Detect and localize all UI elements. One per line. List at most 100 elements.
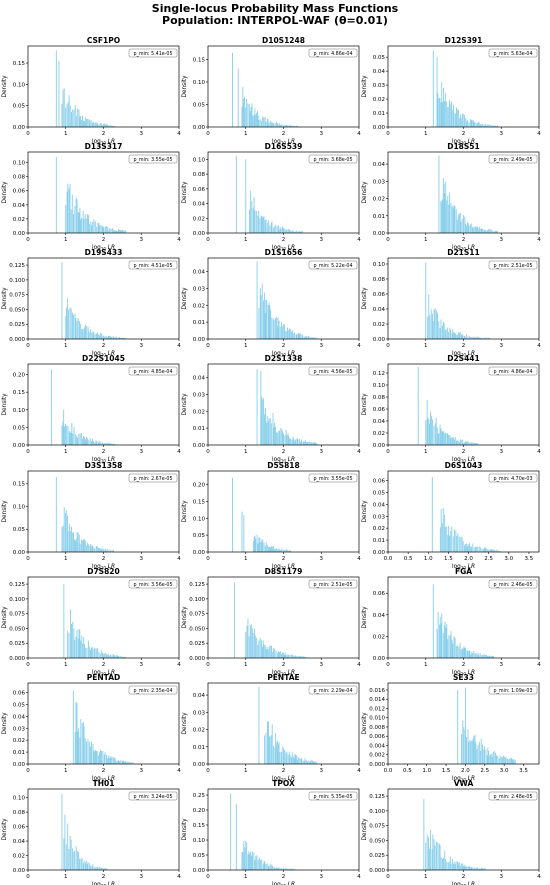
x-tick-label: 3 bbox=[140, 237, 144, 243]
x-tick-label: 1 bbox=[64, 449, 68, 455]
pmf-bars bbox=[457, 687, 516, 764]
y-tick-label: 0.03 bbox=[13, 726, 26, 732]
x-tick-label: 4 bbox=[357, 131, 361, 137]
y-tick-label: 0.050 bbox=[9, 626, 25, 632]
pmin-annotation: p_min: 2.29e-04 bbox=[313, 688, 352, 694]
axes-frame bbox=[207, 576, 360, 659]
x-tick-label: 4 bbox=[177, 237, 181, 243]
x-tick-label: 0 bbox=[26, 662, 30, 668]
axes-frame bbox=[387, 788, 540, 871]
pmf-bars bbox=[256, 261, 318, 339]
y-tick-label: 0.000 bbox=[9, 656, 25, 662]
y-tick-label: 0.04 bbox=[13, 203, 26, 209]
y-tick-label: 0.00 bbox=[373, 550, 386, 556]
y-tick-label: 0.06 bbox=[373, 591, 386, 597]
panel-title: D7S820 bbox=[87, 567, 120, 576]
pmf-bars bbox=[438, 155, 498, 233]
x-tick-label: 1 bbox=[64, 556, 68, 562]
pmin-annotation: p_min: 4.56e-05 bbox=[313, 369, 352, 375]
y-axis-label: Density bbox=[2, 712, 8, 735]
y-axis-label: Density bbox=[362, 500, 368, 523]
y-tick-label: 0.08 bbox=[13, 175, 26, 181]
y-tick-label: 0.08 bbox=[373, 277, 386, 283]
y-tick-label: 0.000 bbox=[189, 656, 205, 662]
x-axis-label: log10 LR bbox=[272, 351, 295, 358]
panel-title: D18S51 bbox=[447, 142, 480, 151]
pmf-bars bbox=[232, 477, 291, 552]
y-tick-label: 0.05 bbox=[13, 425, 26, 431]
x-tick-label: 2.0 bbox=[464, 556, 473, 562]
y-axis-label: Density bbox=[182, 500, 188, 523]
pmf-panel-d12s391: 0.00 0.01 0.02 0.03 0.04 0.05 0 1 2 3 4 D12S391 log1… bbox=[362, 36, 541, 146]
pmin-box bbox=[488, 791, 538, 801]
x-axis-label: log10 LR bbox=[92, 882, 115, 885]
panel-title: VWA bbox=[454, 779, 474, 788]
y-tick-label: 0.10 bbox=[13, 796, 26, 802]
x-tick-label: 2 bbox=[282, 343, 286, 349]
x-tick-label: 3.5 bbox=[525, 556, 534, 562]
x-axis-label: log10 LR bbox=[272, 139, 295, 146]
x-tick-label: 4 bbox=[177, 131, 181, 137]
pmin-annotation: p_min: 5.22e-04 bbox=[313, 263, 352, 269]
y-tick-label: 0.050 bbox=[9, 307, 25, 313]
y-tick-label: 0.125 bbox=[9, 263, 25, 269]
y-tick-label: 0.06 bbox=[13, 189, 26, 195]
x-axis-label: log10 LR bbox=[92, 776, 115, 783]
y-tick-label: 0.012 bbox=[369, 706, 385, 712]
y-axis-label: Density bbox=[362, 393, 368, 416]
y-tick-label: 0.100 bbox=[9, 278, 25, 284]
y-tick-label: 0.05 bbox=[13, 702, 26, 708]
y-tick-label: 0.02 bbox=[373, 526, 385, 532]
y-tick-label: 0.100 bbox=[9, 597, 25, 603]
x-tick-label: 4 bbox=[177, 343, 181, 349]
panel-title: D6S1043 bbox=[445, 461, 483, 470]
pmin-box bbox=[128, 366, 178, 376]
pmf-panel-tpox: 0.000.050.100.150.200.2501234TPOXlog10 L… bbox=[182, 779, 361, 885]
x-tick-label: 1 bbox=[424, 343, 428, 349]
y-tick-label: 0.04 bbox=[373, 162, 386, 168]
pmin-box bbox=[128, 154, 178, 164]
pmf-bars bbox=[50, 369, 115, 445]
y-tick-label: 0.075 bbox=[369, 824, 385, 830]
x-tick-label: 4 bbox=[537, 662, 541, 668]
y-axis-label: Density bbox=[182, 712, 188, 735]
x-tick-label: 0 bbox=[206, 343, 210, 349]
y-tick-label: 0.03 bbox=[373, 179, 386, 185]
y-tick-label: 0.10 bbox=[373, 262, 386, 268]
x-tick-label: 1 bbox=[244, 768, 248, 774]
x-tick-label: 3 bbox=[140, 343, 144, 349]
y-tick-label: 0.100 bbox=[369, 809, 385, 815]
x-tick-label: 0 bbox=[386, 343, 390, 349]
y-tick-label: 0.010 bbox=[369, 716, 385, 722]
pmin-box bbox=[128, 260, 178, 270]
y-tick-label: 0.05 bbox=[193, 853, 206, 859]
x-tick-label: 4 bbox=[177, 662, 181, 668]
pmin-annotation: p_min: 3.24e-05 bbox=[133, 794, 172, 800]
pmin-box bbox=[128, 579, 178, 589]
x-tick-label: 1.0 bbox=[424, 556, 433, 562]
y-tick-label: 0.01 bbox=[193, 745, 205, 751]
x-tick-label: 0 bbox=[26, 343, 30, 349]
x-tick-label: 1 bbox=[244, 556, 248, 562]
axes-frame bbox=[27, 151, 180, 234]
x-tick-label: 3 bbox=[320, 556, 324, 562]
y-tick-label: 0.00 bbox=[13, 443, 26, 449]
y-tick-label: 0.10 bbox=[193, 157, 206, 163]
pmin-box bbox=[308, 260, 358, 270]
x-tick-label: 0 bbox=[386, 449, 390, 455]
x-axis-label: log10 LR bbox=[92, 351, 115, 358]
figure-title-line1: Single-locus Probability Mass Functions bbox=[151, 2, 399, 15]
y-tick-label: 0.03 bbox=[373, 514, 386, 520]
x-tick-label: 4 bbox=[537, 343, 541, 349]
panel-title: D5S818 bbox=[267, 461, 300, 470]
x-tick-label: 1 bbox=[244, 874, 248, 880]
pmin-box bbox=[488, 366, 538, 376]
y-tick-label: 0.08 bbox=[193, 172, 206, 178]
pmin-box bbox=[488, 48, 538, 58]
panel-title: PENTAE bbox=[267, 673, 299, 682]
axes-frame bbox=[387, 682, 540, 765]
panel-title: D3S1358 bbox=[85, 461, 123, 470]
y-axis-label: Density bbox=[362, 75, 368, 98]
